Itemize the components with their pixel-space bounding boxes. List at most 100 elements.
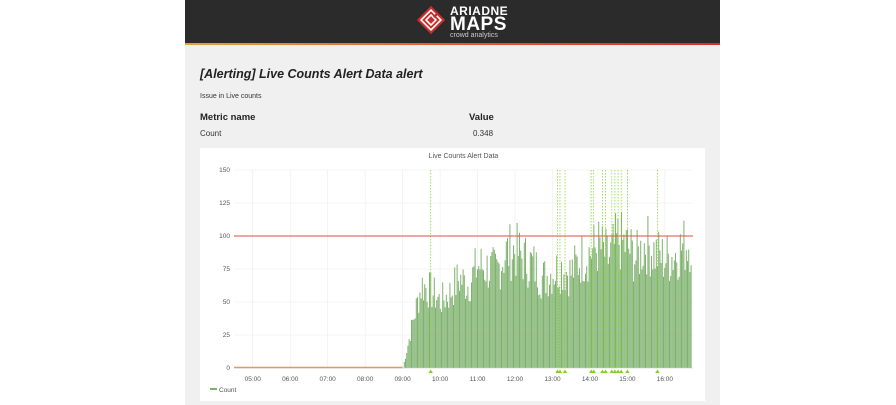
x-tick-label: 11:00 (470, 376, 486, 383)
count-bar (545, 293, 547, 368)
count-bar (664, 267, 666, 368)
count-bar (627, 229, 629, 368)
count-bar (573, 277, 575, 368)
count-bar (526, 273, 528, 368)
count-bar (523, 242, 525, 368)
count-bar (491, 252, 493, 368)
count-bar (453, 304, 455, 368)
count-bar (588, 247, 590, 368)
count-bar (466, 295, 468, 368)
count-bar (613, 244, 615, 368)
count-bar (405, 358, 407, 368)
count-bar (673, 260, 675, 368)
count-bar (454, 267, 456, 368)
count-bar (487, 287, 489, 368)
count-bar (413, 319, 415, 368)
count-bar (517, 255, 519, 368)
annotation-marker (618, 369, 624, 373)
count-bar (467, 286, 469, 368)
count-bar (582, 281, 584, 368)
count-bar (531, 253, 533, 368)
annotation-marker (600, 369, 605, 373)
x-tick-label: 06:00 (282, 376, 299, 383)
count-bar (447, 301, 449, 368)
count-bar (515, 275, 517, 368)
brand-tagline: crowd analytics (450, 32, 498, 39)
count-bar (565, 271, 567, 368)
count-bar (671, 256, 673, 368)
alert-title: [Alerting] Live Counts Alert Data alert (200, 67, 423, 81)
x-tick-label: 15:00 (619, 376, 636, 383)
count-bar (460, 274, 462, 368)
count-bar (415, 298, 417, 368)
count-bar (637, 246, 639, 368)
count-bar (432, 295, 434, 368)
count-bar (676, 262, 678, 368)
count-bar (658, 231, 660, 368)
count-bar (493, 249, 495, 368)
count-bar (503, 272, 505, 368)
count-bar (537, 287, 539, 368)
count-bar (564, 289, 566, 368)
count-bar (463, 275, 465, 368)
count-bar (533, 246, 535, 368)
count-bar (665, 263, 667, 368)
count-bar (555, 280, 557, 368)
count-bar (478, 266, 480, 368)
count-bar (553, 284, 555, 368)
count-bar (571, 259, 573, 368)
count-bar (634, 264, 636, 368)
count-bar (561, 261, 563, 368)
count-bar (443, 300, 445, 368)
count-bar (409, 340, 411, 368)
count-bar (418, 312, 420, 368)
x-tick-label: 09:00 (394, 376, 411, 383)
x-tick-label: 13:00 (544, 376, 561, 383)
count-bar (519, 232, 521, 368)
count-bar (577, 274, 579, 368)
count-bar (622, 239, 624, 368)
annotation-marker (615, 369, 621, 373)
ariadne-maze-logo-icon (417, 6, 445, 34)
y-tick-label: 150 (219, 167, 230, 174)
live-counts-chart: Live Counts Alert Data 0 25 50 75 100 125 150 05… (210, 153, 693, 394)
count-bar (421, 277, 423, 368)
count-bar (612, 223, 614, 368)
count-bar (689, 272, 691, 368)
count-bar (498, 263, 500, 368)
count-bar (492, 247, 494, 368)
count-bar (581, 236, 583, 368)
count-bar (473, 266, 475, 368)
count-bar (556, 255, 558, 368)
count-bar (417, 296, 419, 368)
y-tick-label: 75 (223, 266, 231, 273)
count-bar (449, 283, 451, 368)
count-bar (603, 241, 605, 368)
chart-panel: Live Counts Alert Data 0 25 50 75 100 125 150 05… (200, 148, 705, 401)
count-bar (535, 252, 537, 368)
count-bar (419, 292, 421, 368)
count-bar (477, 269, 479, 368)
count-bar (558, 286, 560, 368)
count-bar (678, 276, 680, 368)
count-bar (501, 271, 503, 368)
count-bar (616, 233, 618, 368)
count-bar (667, 253, 669, 368)
count-bar (461, 284, 463, 368)
legend-swatch-count (210, 388, 217, 390)
count-bar (655, 239, 657, 368)
count-bar (675, 252, 677, 368)
count-bar (666, 235, 668, 368)
metric-name-header: Metric name (200, 112, 256, 123)
count-bar (636, 229, 638, 368)
count-bar (511, 259, 513, 368)
alert-message: Issue in Live counts (200, 93, 262, 100)
annotation-marker (591, 369, 596, 373)
count-bar (423, 300, 425, 368)
count-bar (425, 288, 427, 368)
annotation-marker (625, 369, 630, 373)
count-bar (514, 253, 516, 368)
annotation-marker (603, 369, 608, 373)
count-bar (687, 261, 689, 368)
count-bar (605, 228, 607, 368)
